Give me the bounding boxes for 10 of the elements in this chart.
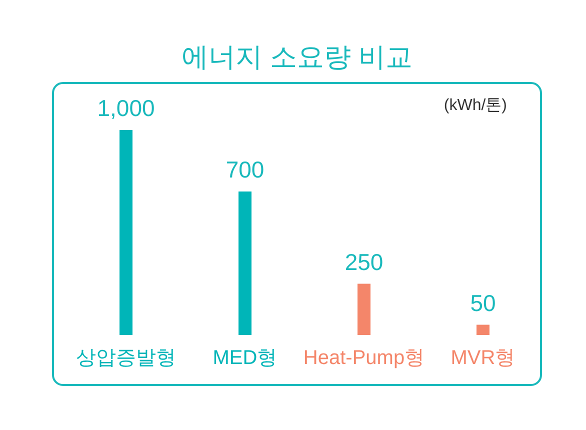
- data-label: 1,000: [97, 95, 155, 121]
- data-label: 700: [226, 156, 264, 182]
- data-label: 250: [344, 248, 384, 275]
- data-label: 50: [470, 290, 496, 316]
- title: 에너지 소요량 비교: [182, 42, 412, 72]
- category-label: 상압증발형: [76, 347, 176, 369]
- annotation: (kWh/톤): [444, 97, 507, 114]
- category-label: MED형: [212, 347, 278, 369]
- category-label: Heat-Pump형: [303, 347, 425, 369]
- category-label: MVR형: [450, 347, 516, 369]
